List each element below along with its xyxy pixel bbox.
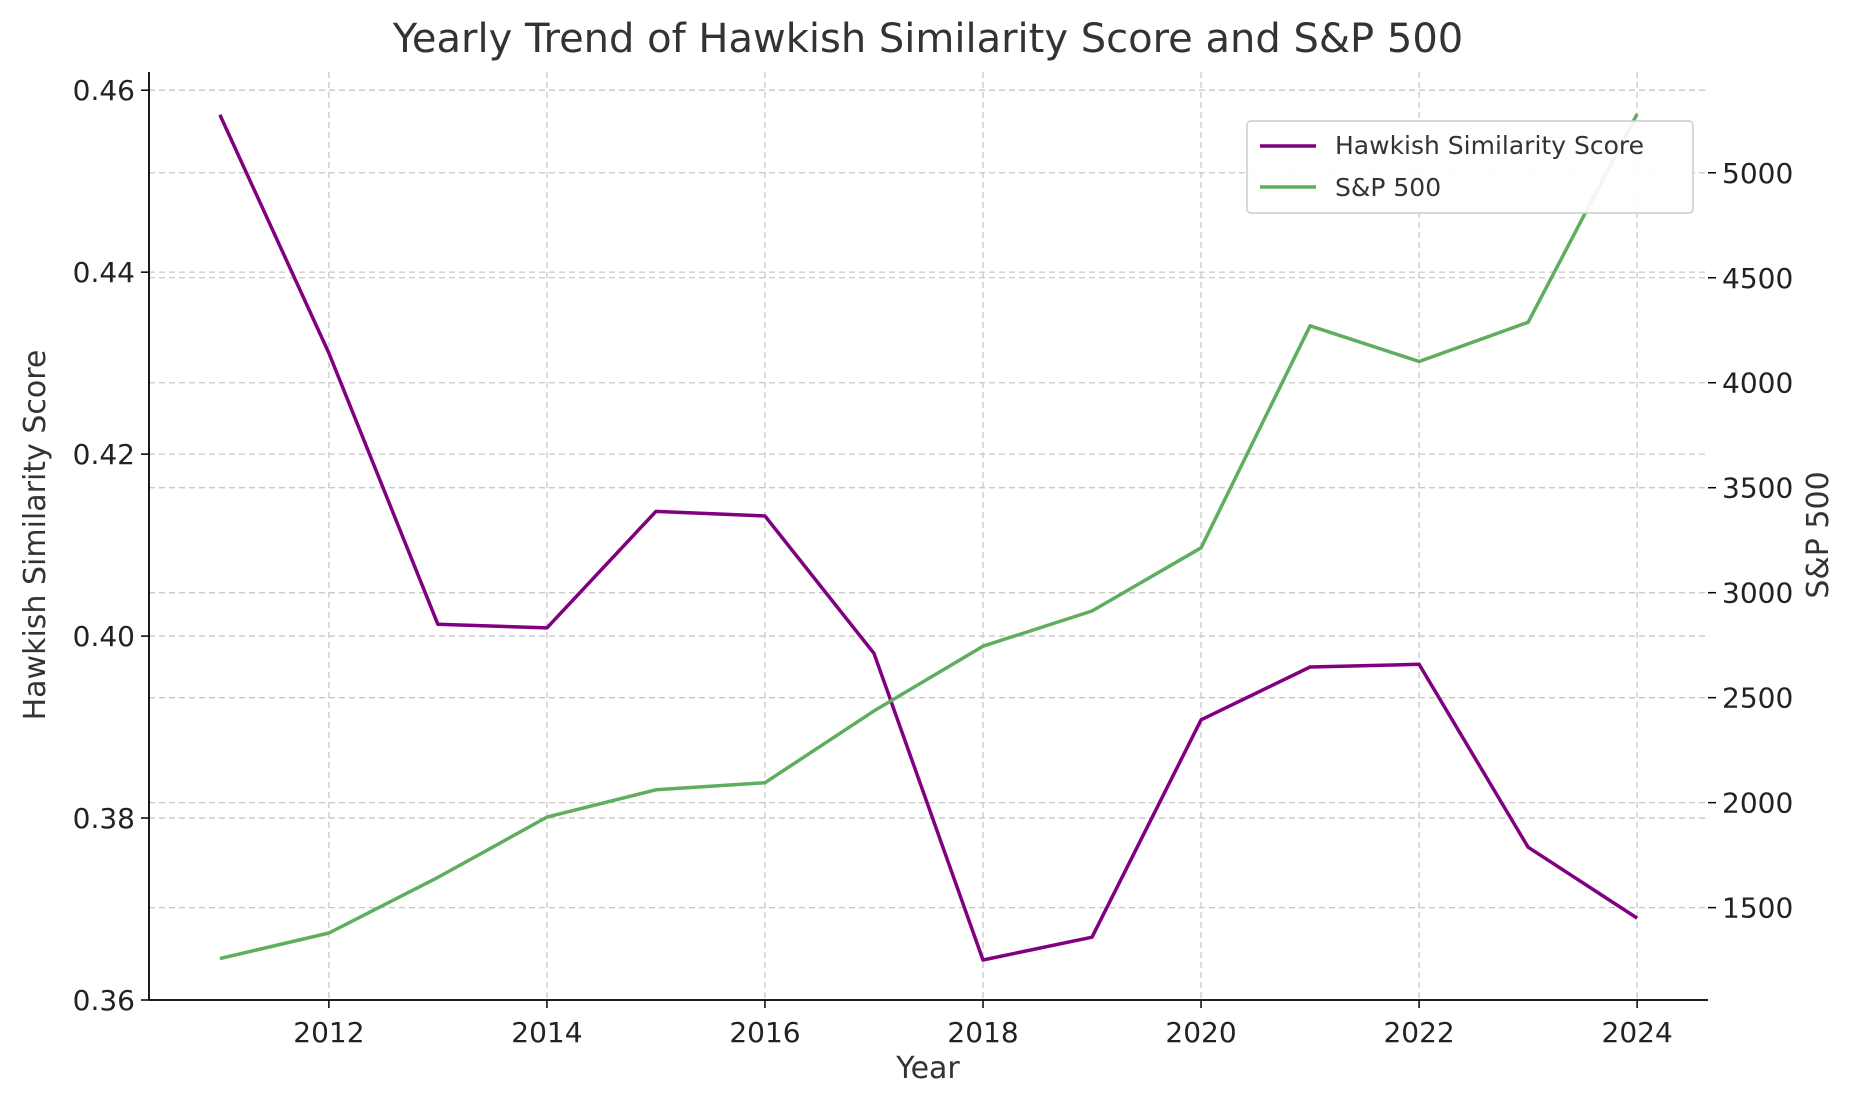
- legend-box: [1246, 120, 1694, 214]
- x-tick-label: 2020: [1165, 1016, 1236, 1049]
- y-tick-label-right: 3500: [1722, 472, 1793, 505]
- series-line-hawkish: [218, 114, 1639, 962]
- y-tick-label-left: 0.46: [73, 74, 135, 107]
- legend-label-sp500: S&P 500: [1335, 173, 1441, 202]
- axes-layer: 2012 2014 2016 2018 2020 2022 2024 0.36 0.38 0.40…: [73, 72, 1793, 1049]
- series-line-sp500: [219, 113, 1639, 961]
- chart-title: Yearly Trend of Hawkish Similarity Score…: [392, 16, 1463, 62]
- x-tick-label: 2018: [947, 1016, 1018, 1049]
- y-tick-label-right: 5000: [1722, 157, 1793, 190]
- x-tick-label: 2016: [729, 1016, 800, 1049]
- y-tick-label-right: 2000: [1722, 787, 1793, 820]
- y-tick-label-left: 0.42: [73, 438, 135, 471]
- x-tick-label: 2022: [1383, 1016, 1454, 1049]
- y-tick-label-right: 1500: [1722, 892, 1793, 925]
- legend-label-hawkish: Hawkish Similarity Score: [1335, 131, 1644, 160]
- y-tick-label-left: 0.40: [73, 620, 135, 653]
- grid-layer: [149, 72, 1708, 1001]
- series-layer: [218, 113, 1639, 962]
- y-tick-label-left: 0.38: [73, 802, 135, 835]
- x-axis-label: Year: [895, 1051, 960, 1086]
- x-tick-label: 2014: [511, 1016, 582, 1049]
- y-axis-label-right: S&P 500: [1801, 471, 1836, 598]
- y-tick-label-right: 2500: [1722, 682, 1793, 715]
- x-tick-label: 2024: [1602, 1016, 1673, 1049]
- y-tick-label-right: 4500: [1722, 262, 1793, 295]
- y-tick-label-left: 0.36: [73, 984, 135, 1017]
- y-tick-label-left: 0.44: [73, 256, 135, 289]
- y-tick-label-right: 3000: [1722, 577, 1793, 610]
- legend: Hawkish Similarity Score S&P 500: [1246, 120, 1694, 214]
- y-tick-label-right: 4000: [1722, 367, 1793, 400]
- x-tick-label: 2012: [293, 1016, 364, 1049]
- y-axis-label-left: Hawkish Similarity Score: [18, 350, 53, 721]
